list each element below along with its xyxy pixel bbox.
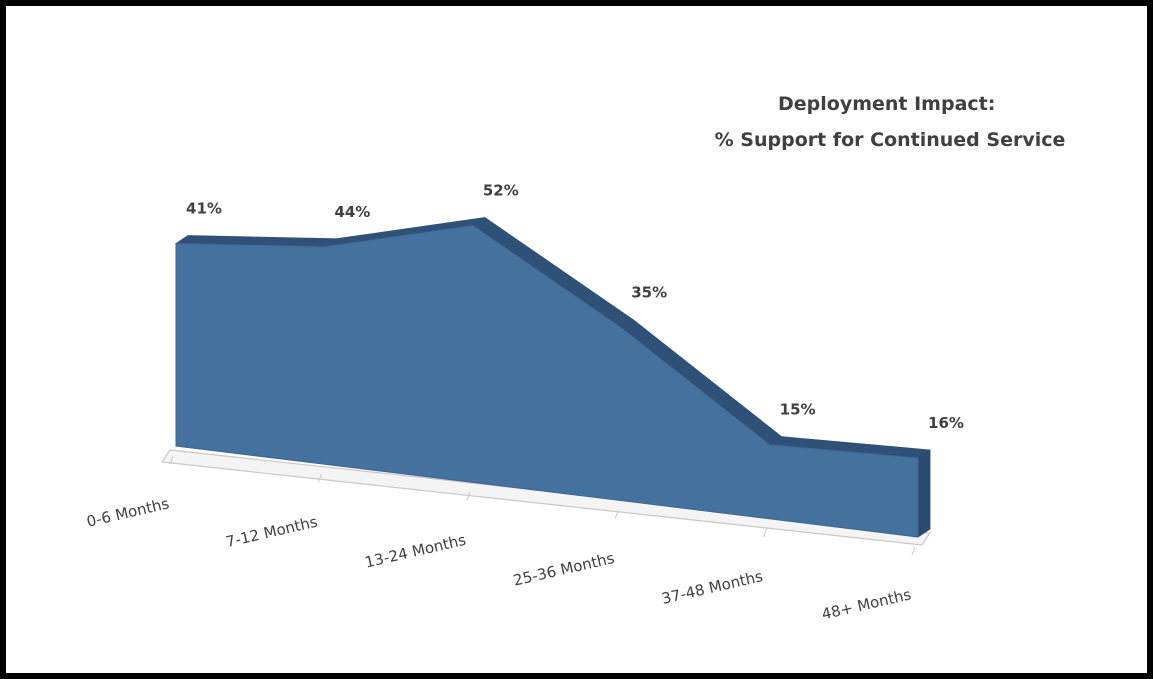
chart-title-line-1: Deployment Impact: (778, 93, 995, 115)
x-axis-tick-mark (466, 492, 471, 501)
data-label: 52% (483, 182, 519, 200)
area-series (174, 217, 932, 538)
area-right-side (917, 449, 931, 538)
x-axis-tick-mark (614, 510, 619, 519)
data-label: 44% (334, 203, 370, 221)
x-axis-tick-label: 37-48 Months (660, 567, 765, 608)
data-label: 15% (780, 401, 816, 419)
x-axis-tick-mark (911, 546, 916, 556)
data-label: 35% (631, 284, 667, 302)
chart-title-line-2: % Support for Continued Service (715, 129, 1066, 151)
x-axis-tick-label: 7-12 Months (224, 513, 319, 552)
x-axis-tick-mark (763, 528, 768, 537)
area-front-face (175, 224, 919, 538)
x-axis-tick-mark (317, 474, 322, 483)
data-labels: 41% 44% 52% 35% 15% 16% (186, 182, 964, 433)
chart-title: Deployment Impact: % Support for Continu… (715, 93, 1066, 151)
data-label: 16% (928, 414, 964, 432)
x-axis-tick-mark (169, 455, 174, 465)
data-label: 41% (186, 200, 222, 218)
x-axis-tick-label: 25-36 Months (512, 549, 617, 590)
x-axis-tick-label: 13-24 Months (363, 531, 468, 572)
x-axis-tick-label: 48+ Months (820, 585, 913, 623)
x-axis-tick-label: 0-6 Months (85, 494, 171, 530)
